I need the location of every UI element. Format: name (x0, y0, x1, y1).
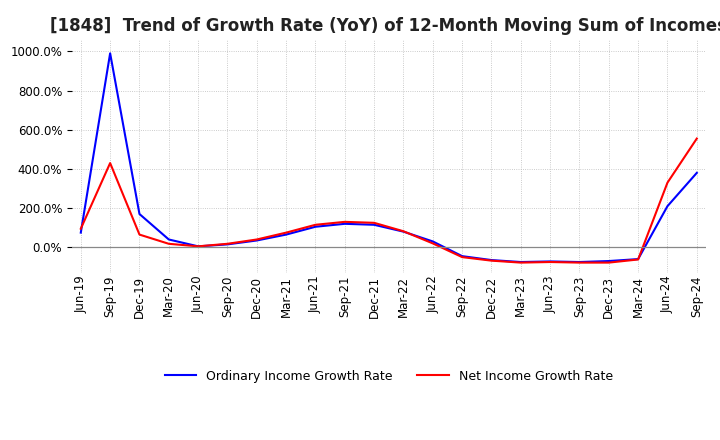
Line: Net Income Growth Rate: Net Income Growth Rate (81, 139, 697, 263)
Net Income Growth Rate (663, 180, 672, 185)
Ordinary Income Growth Rate (341, 221, 349, 227)
Net Income Growth Rate (693, 136, 701, 141)
Ordinary Income Growth Rate (487, 257, 496, 263)
Ordinary Income Growth Rate (516, 260, 525, 265)
Net Income Growth Rate (575, 260, 584, 265)
Legend: Ordinary Income Growth Rate, Net Income Growth Rate: Ordinary Income Growth Rate, Net Income … (160, 365, 618, 388)
Net Income Growth Rate (311, 222, 320, 227)
Ordinary Income Growth Rate (282, 232, 290, 237)
Ordinary Income Growth Rate (546, 259, 554, 264)
Net Income Growth Rate (282, 230, 290, 235)
Ordinary Income Growth Rate (663, 204, 672, 209)
Ordinary Income Growth Rate (399, 229, 408, 234)
Ordinary Income Growth Rate (575, 260, 584, 265)
Ordinary Income Growth Rate (194, 244, 202, 249)
Net Income Growth Rate (164, 241, 173, 246)
Net Income Growth Rate (135, 232, 144, 237)
Net Income Growth Rate (253, 237, 261, 242)
Net Income Growth Rate (546, 260, 554, 265)
Ordinary Income Growth Rate (605, 258, 613, 264)
Net Income Growth Rate (76, 226, 85, 231)
Net Income Growth Rate (634, 257, 642, 262)
Ordinary Income Growth Rate (106, 51, 114, 56)
Net Income Growth Rate (516, 260, 525, 265)
Net Income Growth Rate (605, 260, 613, 265)
Net Income Growth Rate (370, 220, 379, 225)
Net Income Growth Rate (399, 229, 408, 234)
Ordinary Income Growth Rate (311, 224, 320, 229)
Ordinary Income Growth Rate (76, 230, 85, 235)
Ordinary Income Growth Rate (223, 242, 232, 247)
Title: [1848]  Trend of Growth Rate (YoY) of 12-Month Moving Sum of Incomes: [1848] Trend of Growth Rate (YoY) of 12-… (50, 17, 720, 35)
Ordinary Income Growth Rate (135, 211, 144, 216)
Ordinary Income Growth Rate (164, 237, 173, 242)
Ordinary Income Growth Rate (693, 170, 701, 176)
Ordinary Income Growth Rate (253, 238, 261, 243)
Line: Ordinary Income Growth Rate: Ordinary Income Growth Rate (81, 53, 697, 262)
Net Income Growth Rate (194, 244, 202, 249)
Net Income Growth Rate (106, 161, 114, 166)
Net Income Growth Rate (487, 258, 496, 263)
Ordinary Income Growth Rate (370, 222, 379, 227)
Net Income Growth Rate (223, 241, 232, 246)
Net Income Growth Rate (458, 254, 467, 260)
Net Income Growth Rate (428, 241, 437, 246)
Ordinary Income Growth Rate (634, 257, 642, 262)
Net Income Growth Rate (341, 219, 349, 224)
Ordinary Income Growth Rate (428, 239, 437, 244)
Ordinary Income Growth Rate (458, 253, 467, 259)
